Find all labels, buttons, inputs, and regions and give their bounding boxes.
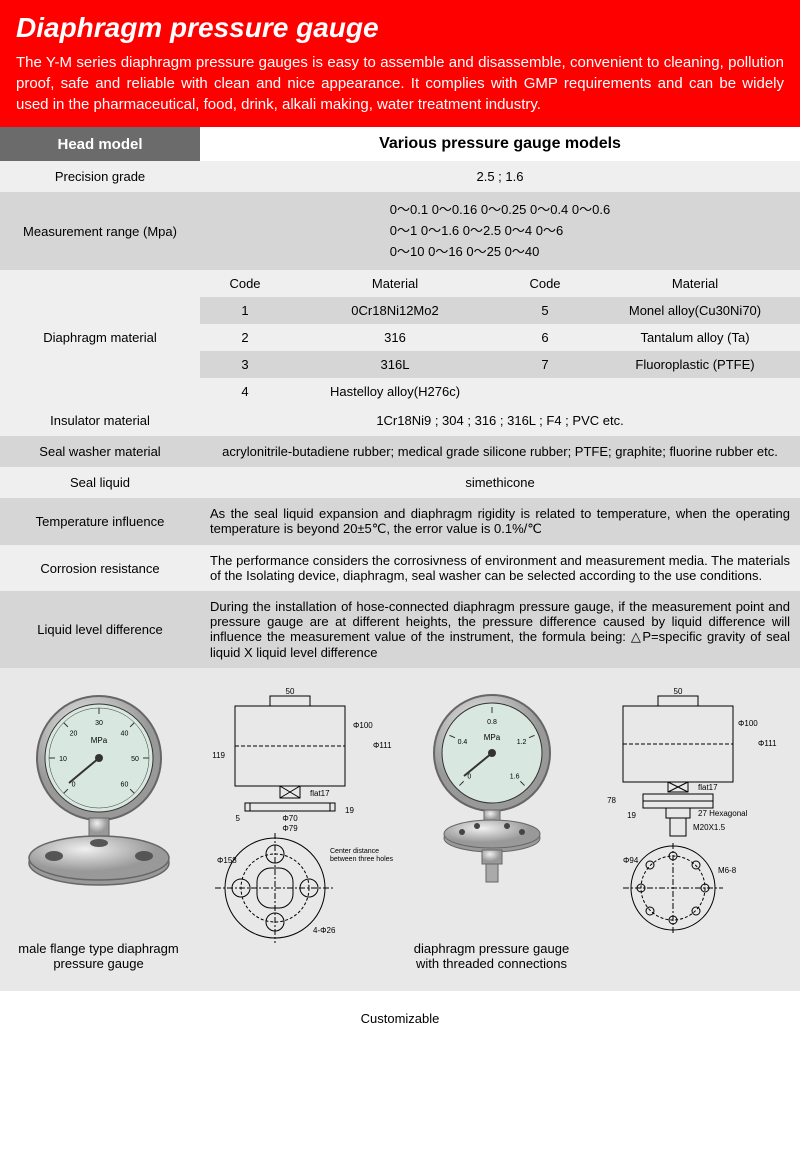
svg-text:5: 5 <box>236 814 241 823</box>
svg-text:Φ94: Φ94 <box>623 856 639 865</box>
page-title: Diaphragm pressure gauge <box>16 12 784 44</box>
col-header-right: Various pressure gauge models <box>200 127 800 161</box>
precision-label: Precision grade <box>0 161 200 192</box>
page-description: The Y-M series diaphragm pressure gauges… <box>16 52 784 115</box>
temp-label: Temperature influence <box>0 498 200 545</box>
svg-text:19: 19 <box>345 806 354 815</box>
tech-1-svg: 50 Φ100 Φ111 119 flat17 5 Φ70 Φ79 19 Φ15… <box>195 688 395 948</box>
tech-drawing-2: 50 Φ100 Φ111 flat17 78 19 27 Hexagonal M… <box>588 688 788 971</box>
svg-text:0.8: 0.8 <box>487 719 497 726</box>
seal-liquid-value: simethicone <box>200 467 800 498</box>
liquid-level-value: During the installation of hose-connecte… <box>200 591 800 668</box>
svg-text:60: 60 <box>120 782 128 789</box>
gauge-2-label: diaphragm pressure gauge with threaded c… <box>405 941 578 971</box>
col-header-left: Head model <box>0 127 200 161</box>
footer-note: Customizable <box>0 991 800 1046</box>
svg-text:flat17: flat17 <box>698 783 718 792</box>
diaphragm-label: Diaphragm material <box>0 270 200 405</box>
insulator-label: Insulator material <box>0 405 200 436</box>
gauge-1: 0 10 20 30 40 50 60 MPa male flange type diaph… <box>12 688 185 971</box>
gauge-2-svg: 0 0.4 0.8 1.2 1.6 MPa <box>412 688 572 928</box>
svg-text:0: 0 <box>467 774 471 781</box>
tech-drawing-1: 50 Φ100 Φ111 119 flat17 5 Φ70 Φ79 19 Φ15… <box>195 688 395 971</box>
svg-text:27 Hexagonal: 27 Hexagonal <box>698 809 748 818</box>
svg-text:Φ100: Φ100 <box>738 719 758 728</box>
svg-text:flat17: flat17 <box>310 789 330 798</box>
corrosion-value: The performance considers the corrosivne… <box>200 545 800 591</box>
svg-text:Φ111: Φ111 <box>373 741 392 750</box>
svg-text:1.6: 1.6 <box>509 774 519 781</box>
gauge-2: 0 0.4 0.8 1.2 1.6 MPa diaphragm pressure gau… <box>405 688 578 971</box>
liquid-level-label: Liquid level difference <box>0 591 200 668</box>
svg-text:19: 19 <box>627 811 636 820</box>
gauge-1-svg: 0 10 20 30 40 50 60 MPa <box>19 688 179 928</box>
svg-text:50: 50 <box>286 688 295 696</box>
svg-text:MPa: MPa <box>483 733 500 742</box>
svg-text:40: 40 <box>120 731 128 738</box>
tech-2-svg: 50 Φ100 Φ111 flat17 78 19 27 Hexagonal M… <box>588 688 788 948</box>
svg-text:0.4: 0.4 <box>457 739 467 746</box>
svg-text:50: 50 <box>674 688 683 696</box>
svg-text:M6-8: M6-8 <box>718 866 737 875</box>
svg-text:0: 0 <box>71 782 75 789</box>
svg-text:119: 119 <box>212 751 225 760</box>
svg-text:20: 20 <box>69 731 77 738</box>
seal-washer-label: Seal washer material <box>0 436 200 467</box>
range-label: Measurement range (Mpa) <box>0 192 200 270</box>
svg-text:MPa: MPa <box>90 736 107 745</box>
diagram-section: 0102030405060 MPa male flange type diaph… <box>0 668 800 991</box>
svg-text:78: 78 <box>607 796 616 805</box>
corrosion-label: Corrosion resistance <box>0 545 200 591</box>
svg-text:4-Φ26: 4-Φ26 <box>313 926 336 935</box>
seal-washer-value: acrylonitrile-butadiene rubber; medical … <box>200 436 800 467</box>
temp-value: As the seal liquid expansion and diaphra… <box>200 498 800 545</box>
insulator-value: 1Cr18Ni9 ; 304 ; 316 ; 316L ; F4 ; PVC e… <box>200 405 800 436</box>
svg-text:Φ79: Φ79 <box>282 824 298 833</box>
svg-text:Φ100: Φ100 <box>353 721 373 730</box>
svg-text:50: 50 <box>131 756 139 763</box>
page-header: Diaphragm pressure gauge The Y-M series … <box>0 0 800 127</box>
precision-value: 2.5 ; 1.6 <box>200 161 800 192</box>
diaphragm-subtable: Code Material Code Material <box>200 270 800 297</box>
svg-text:Center distancebetween three h: Center distancebetween three holes Φ108 <box>330 848 395 863</box>
svg-text:Φ70: Φ70 <box>282 814 298 823</box>
svg-text:10: 10 <box>59 756 67 763</box>
gauge-1-label: male flange type diaphragm pressure gaug… <box>12 941 185 971</box>
svg-text:M20X1.5: M20X1.5 <box>693 823 726 832</box>
spec-table: Head model Various pressure gauge models… <box>0 127 800 668</box>
svg-text:Φ158: Φ158 <box>217 856 237 865</box>
svg-text:Φ111: Φ111 <box>758 739 777 748</box>
svg-text:30: 30 <box>95 720 103 727</box>
range-value: 0～0.1 0～0.16 0～0.25 0～0.4 0～0.6 0～1 0～1.… <box>200 192 800 270</box>
seal-liquid-label: Seal liquid <box>0 467 200 498</box>
svg-text:1.2: 1.2 <box>516 739 526 746</box>
